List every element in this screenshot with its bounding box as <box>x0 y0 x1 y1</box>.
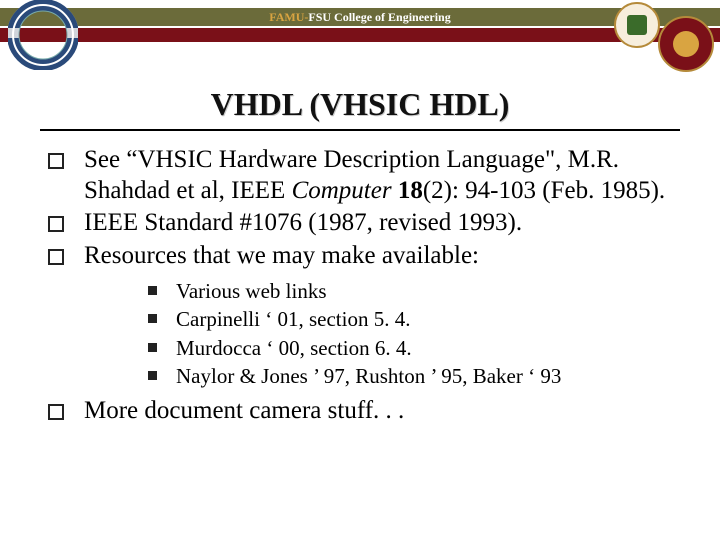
fsu-seal-icon <box>658 16 714 72</box>
header-prefix: FAMU- <box>269 10 308 24</box>
sub-bullet-item: Carpinelli ‘ 01, section 5. 4. <box>134 305 680 333</box>
sub-bullet-list: Various web links Carpinelli ‘ 01, secti… <box>134 277 680 390</box>
bullet-text: Resources that we may make available: <box>84 242 479 269</box>
sub-bullet-item: Murdocca ‘ 00, section 6. 4. <box>134 334 680 362</box>
sub-bullet-item: Various web links <box>134 277 680 305</box>
bullet-text-bold: 18 <box>398 177 423 204</box>
bullet-item: More document camera stuff. . . <box>40 396 680 427</box>
bullet-item: Resources that we may make available: Va… <box>40 241 680 391</box>
header-label: FAMU-FSU College of Engineering <box>0 8 720 26</box>
header-suffix: FSU College of Engineering <box>308 10 450 24</box>
sub-bullet-text: Naylor & Jones ’ 97, Rushton ’ 95, Baker… <box>176 364 561 388</box>
slide-title: VHDL (VHSIC HDL) <box>0 86 720 123</box>
header-band: FAMU-FSU College of Engineering <box>0 0 720 50</box>
ring-logo-icon <box>8 0 78 70</box>
famu-seal-icon <box>614 2 660 48</box>
bullet-list: See “VHSIC Hardware Description Language… <box>40 145 680 427</box>
header-red-bar <box>0 28 720 42</box>
sub-bullet-item: Naylor & Jones ’ 97, Rushton ’ 95, Baker… <box>134 362 680 390</box>
bullet-text: (2): 94-103 (Feb. 1985). <box>423 177 665 204</box>
bullet-text: IEEE Standard #1076 (1987, revised 1993)… <box>84 209 522 236</box>
title-underline <box>40 129 680 131</box>
bullet-text-italic: Computer <box>292 177 398 204</box>
sub-bullet-text: Various web links <box>176 279 327 303</box>
bullet-item: See “VHSIC Hardware Description Language… <box>40 145 680 206</box>
content-area: See “VHSIC Hardware Description Language… <box>40 145 680 427</box>
bullet-item: IEEE Standard #1076 (1987, revised 1993)… <box>40 208 680 239</box>
bullet-text: More document camera stuff. . . <box>84 397 404 424</box>
sub-bullet-text: Murdocca ‘ 00, section 6. 4. <box>176 336 412 360</box>
sub-bullet-text: Carpinelli ‘ 01, section 5. 4. <box>176 307 410 331</box>
